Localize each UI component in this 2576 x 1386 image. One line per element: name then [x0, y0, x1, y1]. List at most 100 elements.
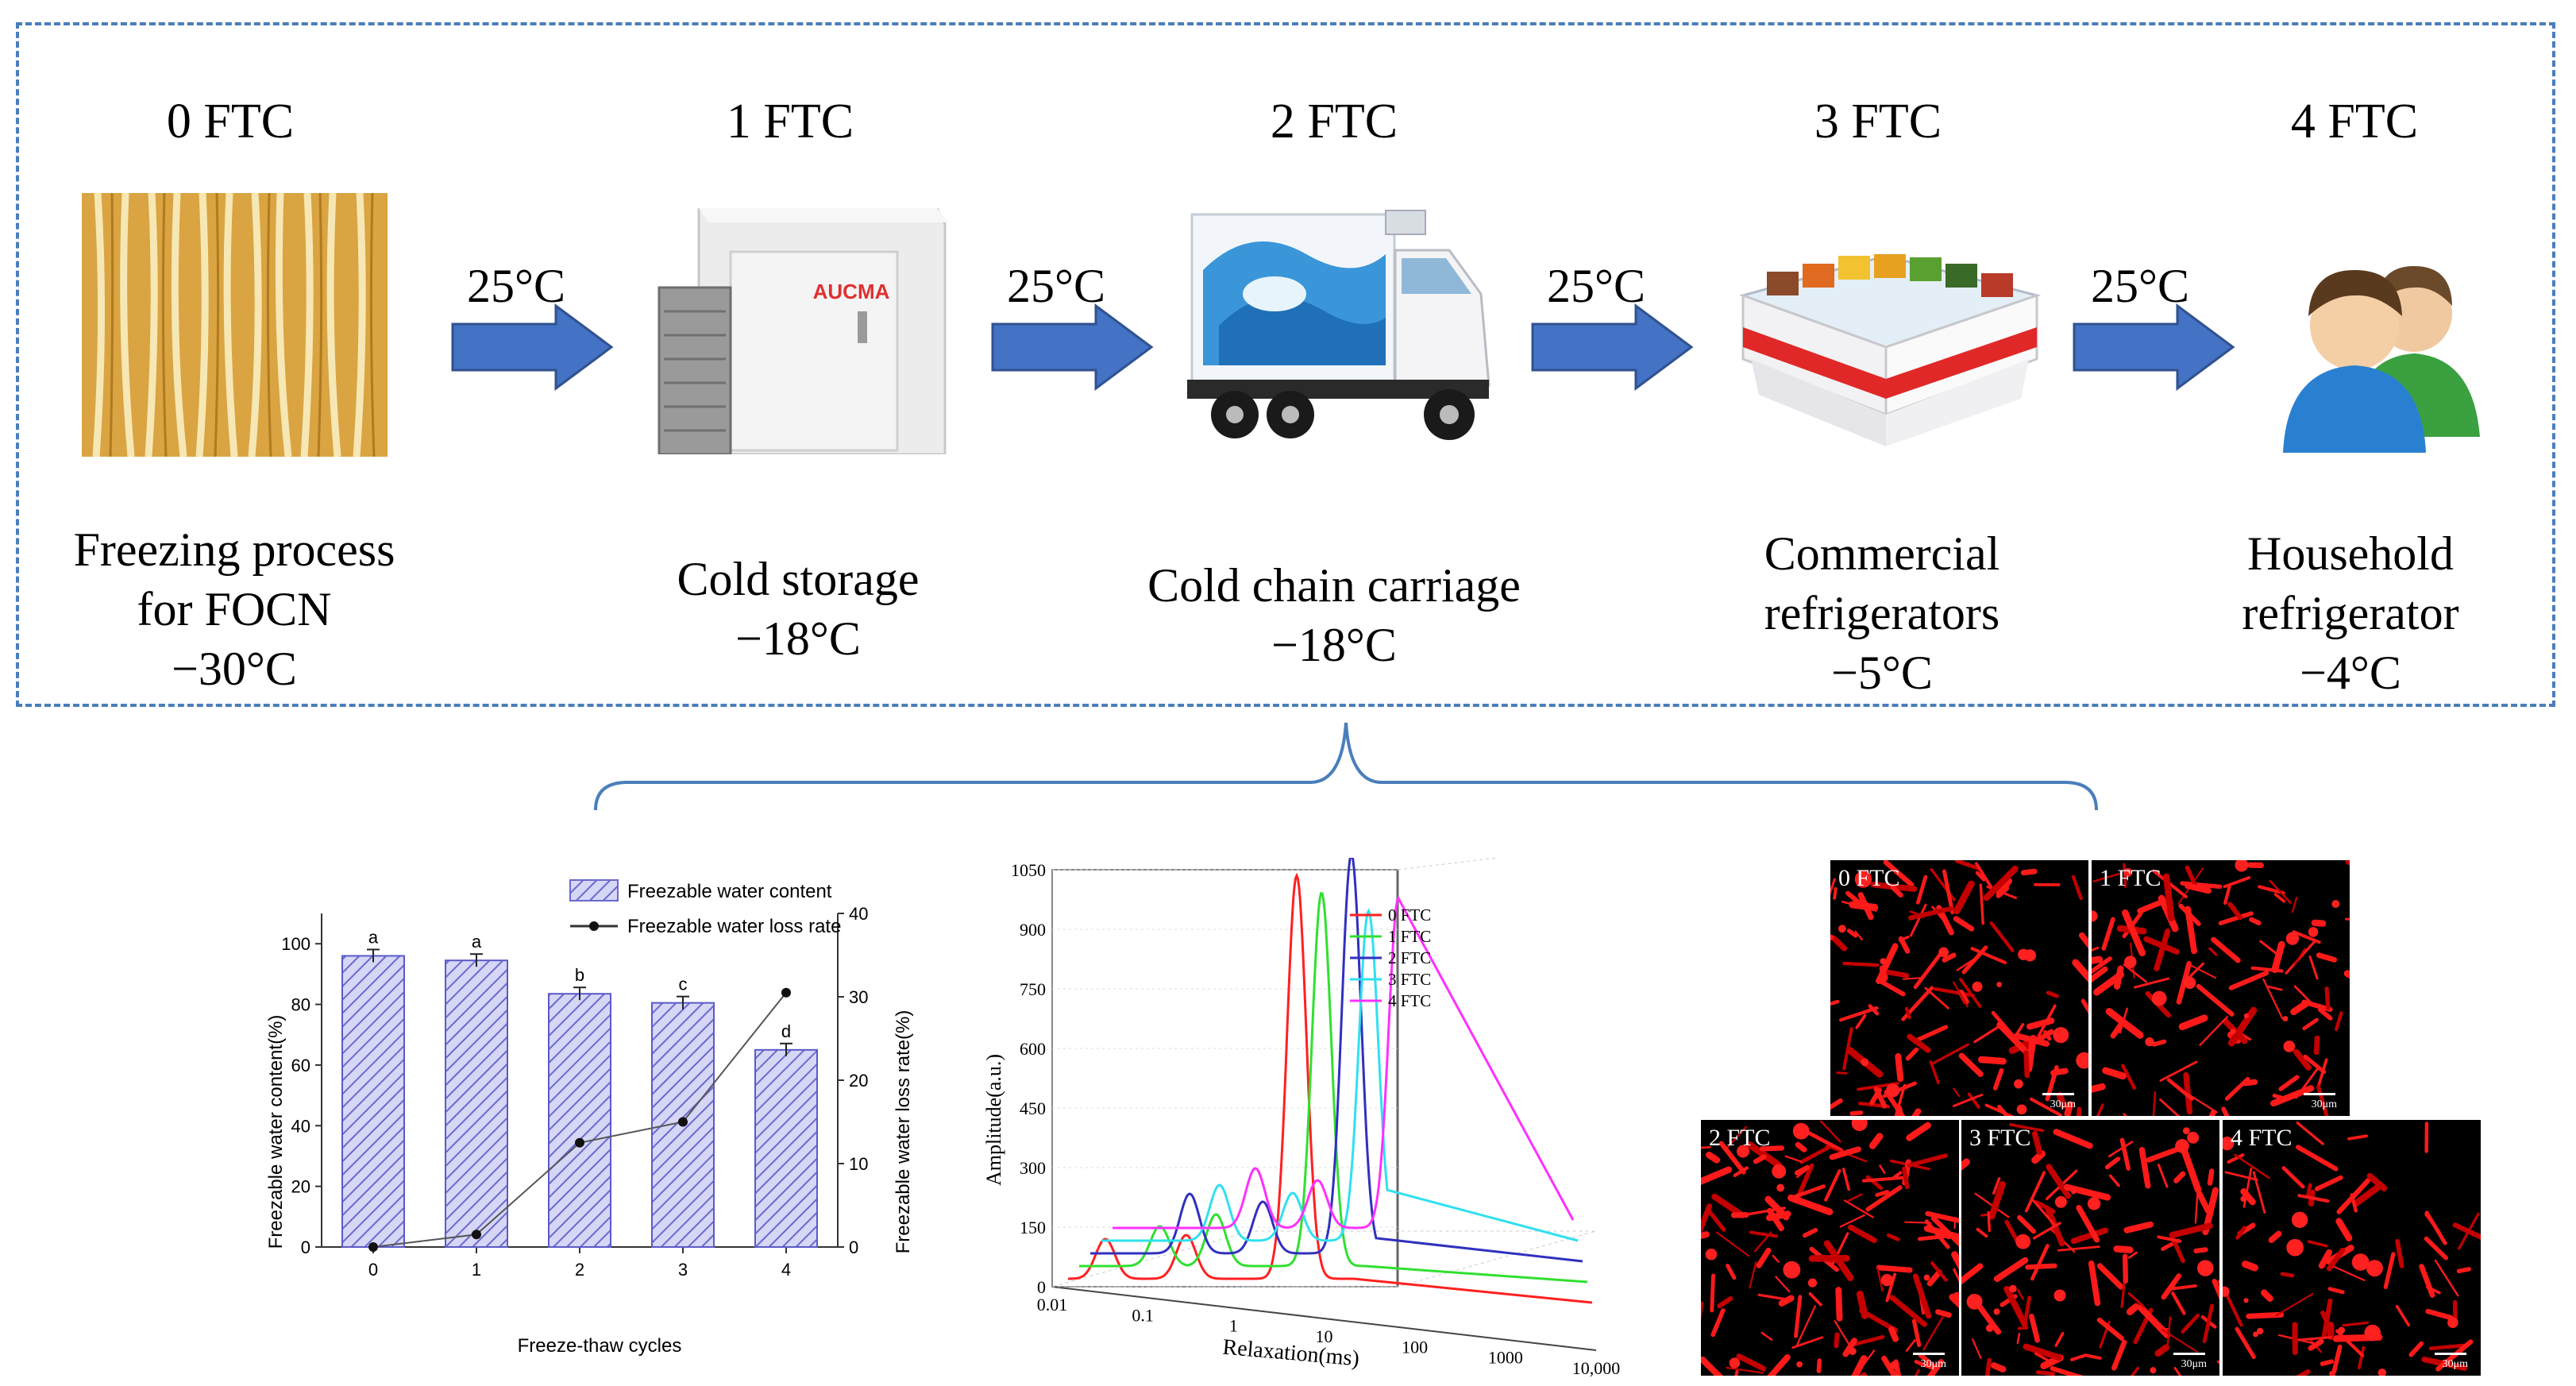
fiber-stroke	[2013, 1033, 2050, 1047]
fiber-stroke	[2311, 919, 2327, 927]
fiber-stroke	[2295, 1336, 2332, 1342]
fiber-stroke	[1916, 874, 1928, 905]
fiber-stroke	[2291, 896, 2298, 913]
fiber-stroke	[1833, 886, 1838, 900]
fiber-stroke	[1842, 1338, 1857, 1357]
fiber-stroke	[2227, 1006, 2258, 1047]
legend-loss-rate: Freezable water loss rate	[627, 916, 841, 937]
fiber-stroke	[1736, 1353, 1767, 1372]
fiber-stroke	[1747, 1206, 1786, 1216]
micrograph-2: 2 FTC 30μm	[1701, 1120, 1959, 1376]
fiber-stroke	[2235, 1326, 2256, 1359]
fiber-blob	[1889, 1361, 1898, 1369]
fiber-stroke	[1883, 860, 1915, 888]
fiber-stroke	[2108, 1174, 2120, 1187]
fiber-stroke	[1799, 1145, 1830, 1164]
nmr-y-tick-label: 450	[1020, 1098, 1046, 1118]
fiber-stroke	[1868, 1133, 1884, 1149]
fiber-stroke	[2025, 1263, 2057, 1270]
bar-left-tick-label: 80	[291, 995, 310, 1015]
fiber-stroke	[1701, 1166, 1733, 1185]
fiber-stroke	[2016, 1333, 2021, 1345]
fiber-stroke	[1839, 1214, 1865, 1228]
fiber-blob	[2184, 976, 2196, 989]
stage-label-4: Household refrigerator −4°C	[2242, 527, 2459, 699]
fiber-stroke	[1757, 1293, 1787, 1301]
fiber-stroke	[1902, 1166, 1910, 1190]
stage-label-0: Freezing process for FOCN −30°C	[73, 523, 395, 695]
fiber-stroke	[2064, 1101, 2074, 1116]
fiber-blob	[2282, 1016, 2289, 1021]
fiber-stroke	[1775, 1276, 1791, 1293]
fiber-blob	[1923, 1274, 1930, 1281]
fiber-stroke	[2456, 1267, 2471, 1274]
bar	[341, 955, 405, 1248]
fiber-stroke	[1847, 1224, 1877, 1244]
fiber-stroke	[1889, 1295, 1928, 1327]
fiber-stroke	[2383, 1252, 2396, 1290]
fiber-stroke	[1787, 1194, 1834, 1216]
fiber-stroke	[1904, 1006, 1911, 1020]
fiber-stroke	[1718, 1141, 1746, 1175]
transition-temp-1: 25°C	[1006, 260, 1105, 312]
nmr-ylabel: Amplitude(a.u.)	[982, 1054, 1005, 1186]
nmr-y-tick-label: 150	[1020, 1218, 1046, 1237]
fiber-stroke	[2223, 1288, 2243, 1327]
fiber-blob	[1938, 947, 1949, 958]
fiber-blob	[2054, 1195, 2067, 1208]
fiber-stroke	[2275, 1292, 2314, 1317]
transition-temp-2: 25°C	[1546, 260, 1645, 312]
fiber-stroke	[2331, 1344, 2343, 1374]
fiber-stroke	[2320, 1359, 2334, 1366]
fiber-stroke	[2302, 1017, 2319, 1031]
fiber-stroke	[1766, 1210, 1791, 1222]
fiber-stroke	[2350, 1193, 2358, 1213]
fiber-stroke	[2281, 1166, 2305, 1189]
fiber-stroke	[2173, 1367, 2182, 1376]
fiber-stroke	[2032, 1199, 2057, 1227]
fiber-stroke	[1835, 1287, 1843, 1322]
fiber-stroke	[1726, 1366, 1764, 1374]
fiber-stroke	[2102, 1067, 2127, 1080]
fiber-stroke	[1997, 1105, 2009, 1116]
fiber-blob	[2151, 990, 2167, 1006]
fiber-stroke	[1726, 1264, 1737, 1280]
fiber-stroke	[2130, 1366, 2139, 1376]
fiber-stroke	[1830, 999, 1840, 1006]
loss-rate-point	[472, 1230, 481, 1240]
fiber-stroke	[2178, 1014, 2208, 1031]
fiber-stroke	[2434, 1259, 2459, 1297]
fiber-stroke	[2171, 1291, 2186, 1315]
fiber-stroke	[1749, 1230, 1778, 1238]
fiber-stroke	[2017, 1214, 2037, 1234]
fiber-stroke	[2126, 1303, 2140, 1315]
fiber-stroke	[1974, 1192, 2010, 1218]
fiber-stroke	[1961, 1158, 1970, 1171]
fiber-stroke	[2092, 1083, 2106, 1093]
stage-label-3: Commercial refrigerators −5°C	[1764, 527, 2000, 699]
fiber-blob	[1996, 982, 2003, 987]
fiber-stroke	[1895, 1105, 1903, 1116]
fiber-stroke	[2316, 1084, 2329, 1116]
fiber-stroke	[1925, 1210, 1959, 1224]
fiber-blob	[2053, 1027, 2069, 1044]
bar-xlabel: Freeze-thaw cycles	[518, 1335, 682, 1357]
fiber-stroke	[2154, 1344, 2170, 1357]
fiber-stroke	[1802, 1227, 1818, 1238]
arrow-icon	[451, 303, 614, 391]
fiber-blob	[1783, 1261, 1801, 1279]
micrograph-label-2: 2 FTC	[1709, 1125, 1771, 1151]
bar-left-tick-label: 100	[281, 934, 310, 954]
fiber-stroke	[1989, 921, 2015, 952]
fiber-blob	[2366, 1260, 2383, 1277]
fiber-blob	[2447, 1317, 2458, 1329]
fiber-blob	[2308, 927, 2319, 937]
arrow-icon	[1531, 303, 1694, 391]
fiber-stroke	[1886, 1233, 1900, 1241]
fiber-stroke	[1725, 1125, 1748, 1150]
fiber-stroke	[2096, 1263, 2124, 1290]
fiber-stroke	[1701, 1356, 1723, 1376]
fiber-blob	[1972, 981, 1983, 992]
fiber-stroke	[2270, 1085, 2315, 1107]
fiber-blob	[1966, 1293, 1983, 1310]
